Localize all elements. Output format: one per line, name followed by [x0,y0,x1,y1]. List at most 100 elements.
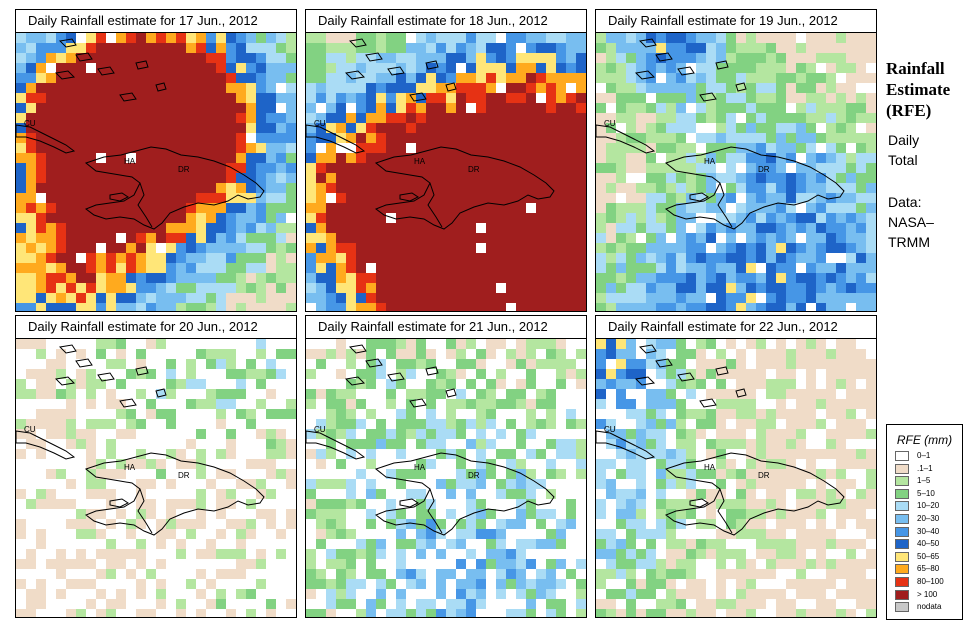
rainfall-cell [16,339,26,349]
rainfall-cell [726,569,736,579]
rainfall-cell [866,193,876,203]
rainfall-cell [666,243,676,253]
rainfall-map: CU HA DR [306,33,586,311]
rainfall-cell [186,359,196,369]
rainfall-cell [466,213,476,223]
rainfall-cell [446,203,456,213]
rainfall-cell [146,53,156,63]
rainfall-cell [86,83,96,93]
rainfall-cell [406,273,416,283]
rainfall-cell [866,133,876,143]
rainfall-cell [206,243,216,253]
rainfall-cell [146,173,156,183]
rainfall-cell [376,33,386,43]
rainfall-cell [146,369,156,379]
rainfall-cell [816,33,826,43]
rainfall-cell [736,579,746,589]
rainfall-cell [476,273,486,283]
rainfall-cell [786,213,796,223]
rainfall-cell [16,283,26,293]
rainfall-cell [56,223,66,233]
rainfall-cell [696,63,706,73]
rainfall-cell [596,379,606,389]
rainfall-cell [146,273,156,283]
rainfall-cell [116,509,126,519]
rainfall-cell [436,103,446,113]
rainfall-cell [566,33,576,43]
rainfall-cell [776,589,786,599]
rainfall-cell [526,123,536,133]
rainfall-cell [346,253,356,263]
rainfall-cell [856,53,866,63]
rainfall-cell [176,193,186,203]
rainfall-cell [36,389,46,399]
rainfall-cell [76,103,86,113]
rainfall-cell [606,203,616,213]
rainfall-cell [176,33,186,43]
rainfall-cell [846,173,856,183]
rainfall-cell [386,263,396,273]
rainfall-cell [456,359,466,369]
rainfall-cell [726,113,736,123]
rainfall-cell [756,233,766,243]
rainfall-cell [746,459,756,469]
rainfall-cell [676,549,686,559]
rainfall-cell [486,349,496,359]
rainfall-cell [36,439,46,449]
rainfall-cell [166,33,176,43]
rainfall-cell [816,389,826,399]
rainfall-cell [36,53,46,63]
rainfall-cell [486,163,496,173]
rainfall-cell [576,599,586,609]
rainfall-cell [356,579,366,589]
rainfall-cell [476,103,486,113]
rainfall-cell [176,183,186,193]
rainfall-cell [316,303,326,311]
rainfall-cell [526,73,536,83]
rainfall-cell [276,153,286,163]
rainfall-cell [236,103,246,113]
rainfall-cell [56,163,66,173]
rainfall-cell [846,349,856,359]
rainfall-cell [516,53,526,63]
rainfall-cell [116,409,126,419]
rainfall-cell [506,469,516,479]
rainfall-cell [646,173,656,183]
rainfall-cell [366,283,376,293]
rainfall-cell [66,243,76,253]
rainfall-cell [446,183,456,193]
rainfall-cell [326,83,336,93]
rainfall-cell [796,53,806,63]
rainfall-cell [76,519,86,529]
rainfall-cell [486,283,496,293]
rainfall-cell [606,609,616,617]
rainfall-cell [266,163,276,173]
rainfall-cell [676,303,686,311]
rainfall-cell [56,303,66,311]
rainfall-cell [246,359,256,369]
rainfall-cell [536,83,546,93]
rainfall-cell [526,283,536,293]
rainfall-cell [486,143,496,153]
rainfall-cell [786,429,796,439]
rainfall-cell [486,243,496,253]
rainfall-cell [56,123,66,133]
rainfall-cell [176,499,186,509]
rainfall-cell [676,163,686,173]
rainfall-cell [196,509,206,519]
coastline-bahamas-island [655,358,673,368]
rainfall-cell [746,253,756,263]
rainfall-cell [486,419,496,429]
rainfall-cell [716,579,726,589]
rainfall-cell [376,539,386,549]
rainfall-cell [216,203,226,213]
rainfall-cell [466,153,476,163]
rainfall-cell [576,173,586,183]
rainfall-cell [276,33,286,43]
rainfall-cell [36,589,46,599]
rainfall-cell [816,193,826,203]
rainfall-cell [606,173,616,183]
rainfall-cell [436,263,446,273]
rainfall-cell [186,243,196,253]
rainfall-cell [646,549,656,559]
